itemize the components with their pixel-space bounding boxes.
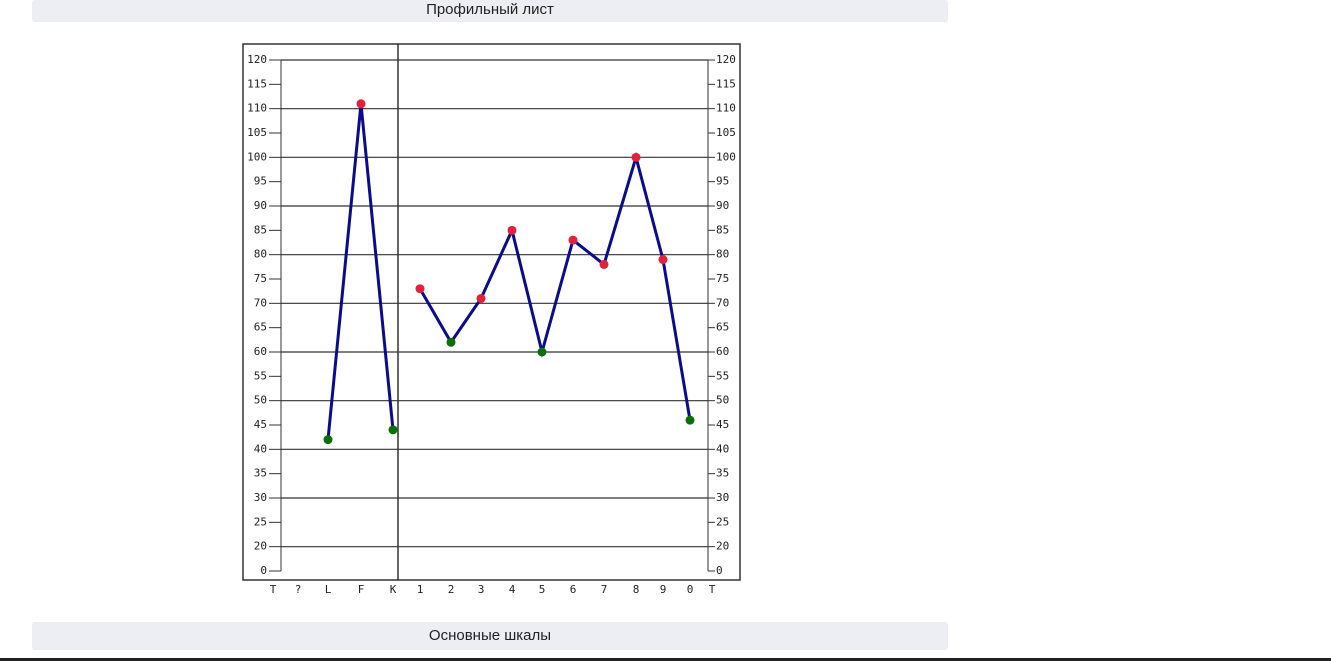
x-tick-label: 4 bbox=[509, 583, 516, 596]
x-tick-label: 9 bbox=[660, 583, 667, 596]
y-tick-label-right: 65 bbox=[716, 321, 729, 334]
y-tick-label-right: 105 bbox=[716, 126, 736, 139]
y-tick-label-right: 25 bbox=[716, 515, 729, 528]
x-tick-label: 7 bbox=[601, 583, 608, 596]
y-tick-label-right: 20 bbox=[716, 540, 729, 553]
y-tick-label-right: 55 bbox=[716, 369, 729, 382]
x-tick-label: 2 bbox=[448, 583, 455, 596]
footer: Основные шкалы bbox=[32, 622, 948, 650]
profile-point bbox=[388, 425, 398, 435]
y-tick-label: 60 bbox=[254, 345, 267, 358]
y-tick-label: 115 bbox=[247, 77, 267, 90]
y-tick-label: 70 bbox=[254, 296, 267, 309]
y-tick-label-right: 120 bbox=[716, 53, 736, 66]
y-tick-label-right: 90 bbox=[716, 199, 729, 212]
x-tick-label: 5 bbox=[539, 583, 546, 596]
y-tick-label: 25 bbox=[254, 515, 267, 528]
y-tick-label: 40 bbox=[254, 442, 267, 455]
header: Профильный лист bbox=[32, 0, 948, 22]
y-tick-label-right: 100 bbox=[716, 150, 736, 163]
x-tick-label: K bbox=[390, 583, 397, 596]
y-tick-label: 100 bbox=[247, 150, 267, 163]
profile-point bbox=[631, 152, 641, 162]
x-tick-label: 0 bbox=[687, 583, 694, 596]
profile-point bbox=[685, 415, 695, 425]
y-tick-label-right: 110 bbox=[716, 102, 736, 115]
x-tick-label: 1 bbox=[417, 583, 424, 596]
y-tick-label: 90 bbox=[254, 199, 267, 212]
y-tick-label-right: 115 bbox=[716, 77, 736, 90]
chart-frame bbox=[242, 43, 741, 581]
y-tick-label: 0 bbox=[260, 564, 267, 577]
profile-point bbox=[568, 235, 578, 245]
y-tick-label-right: 30 bbox=[716, 491, 729, 504]
y-tick-label: 120 bbox=[247, 53, 267, 66]
y-tick-label-right: 75 bbox=[716, 272, 729, 285]
profile-point bbox=[323, 435, 333, 445]
x-tick-label: F bbox=[358, 583, 365, 596]
y-tick-label: 75 bbox=[254, 272, 267, 285]
y-tick-label: 85 bbox=[254, 223, 267, 236]
x-tick-label: 8 bbox=[633, 583, 640, 596]
profile-point bbox=[658, 255, 668, 265]
y-tick-label: 105 bbox=[247, 126, 267, 139]
y-tick-label: 20 bbox=[254, 540, 267, 553]
y-tick-label: 45 bbox=[254, 418, 267, 431]
x-tick-label: T bbox=[709, 583, 716, 596]
y-tick-label-right: 60 bbox=[716, 345, 729, 358]
profile-point bbox=[599, 259, 609, 269]
y-tick-label-right: 80 bbox=[716, 248, 729, 261]
y-tick-label-right: 50 bbox=[716, 394, 729, 407]
x-tick-label: L bbox=[325, 583, 332, 596]
x-tick-label: 3 bbox=[478, 583, 485, 596]
profile-point bbox=[537, 347, 547, 357]
y-tick-label: 30 bbox=[254, 491, 267, 504]
y-tick-label-right: 95 bbox=[716, 175, 729, 188]
profile-point bbox=[446, 337, 456, 347]
profile-point bbox=[415, 284, 425, 294]
y-tick-label: 80 bbox=[254, 248, 267, 261]
y-tick-label: 50 bbox=[254, 394, 267, 407]
y-tick-label-right: 70 bbox=[716, 296, 729, 309]
y-tick-label: 95 bbox=[254, 175, 267, 188]
y-tick-label-right: 0 bbox=[716, 564, 723, 577]
y-tick-label-right: 40 bbox=[716, 442, 729, 455]
profile-point bbox=[507, 225, 517, 235]
y-tick-label: 110 bbox=[247, 102, 267, 115]
profile-point bbox=[356, 99, 366, 109]
y-tick-label: 65 bbox=[254, 321, 267, 334]
profile-line bbox=[418, 151, 692, 421]
y-tick-label: 55 bbox=[254, 369, 267, 382]
y-tick-label-right: 85 bbox=[716, 223, 729, 236]
profile-point bbox=[476, 293, 486, 303]
x-tick-label: T bbox=[270, 583, 277, 596]
x-tick-label: 6 bbox=[570, 583, 577, 596]
x-tick-label: ? bbox=[295, 583, 302, 596]
y-tick-label-right: 45 bbox=[716, 418, 729, 431]
y-tick-label-right: 35 bbox=[716, 467, 729, 480]
y-tick-label: 35 bbox=[254, 467, 267, 480]
bottom-rule bbox=[0, 658, 1331, 661]
